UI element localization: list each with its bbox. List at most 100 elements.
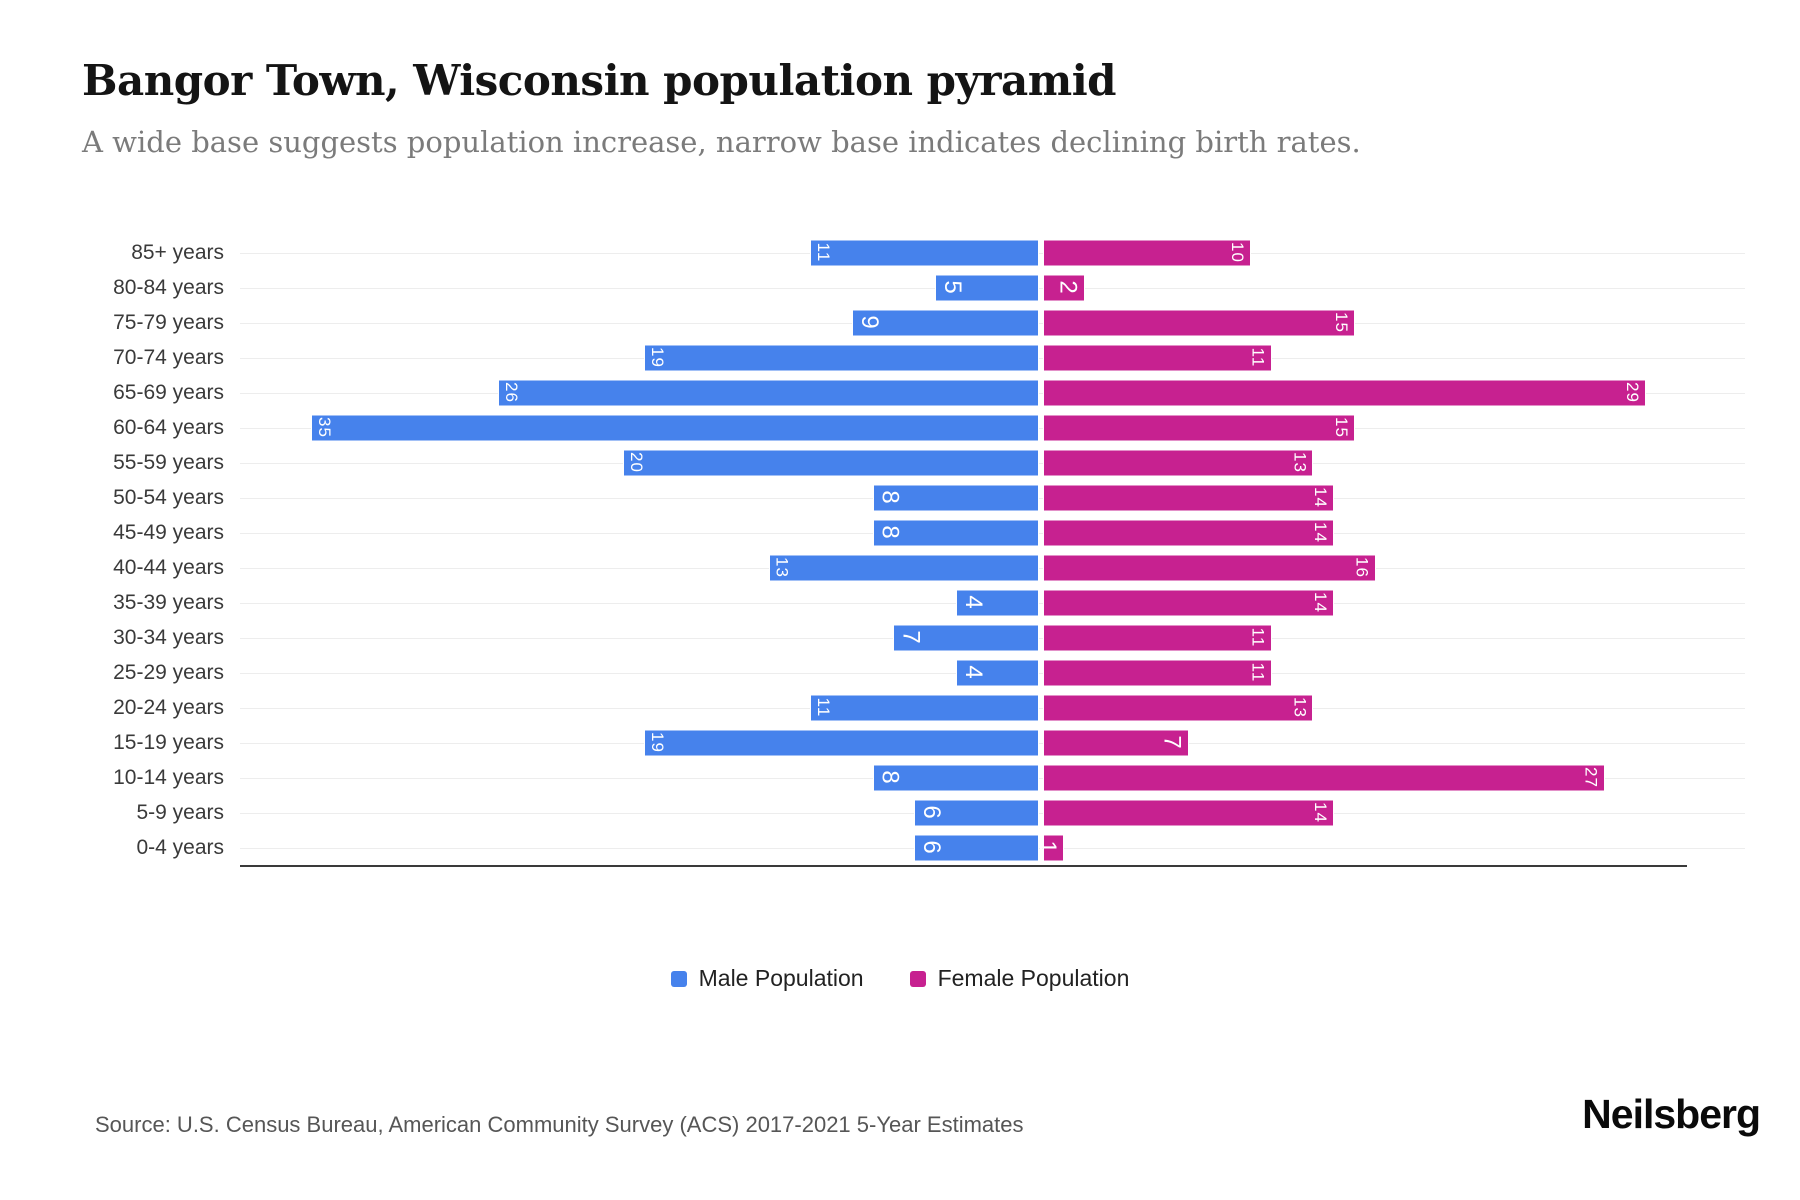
pyramid-row: 45-49 years 8 14 (62, 515, 1745, 550)
pyramid-row: 75-79 years 9 15 (62, 305, 1745, 340)
female-bar-55-59-years[interactable]: 13 (1042, 449, 1314, 476)
age-group-label: 40-44 years (113, 556, 224, 579)
male-bar-75-79-years[interactable]: 9 (851, 309, 1039, 336)
male-bar-80-84-years[interactable]: 5 (934, 274, 1039, 301)
bar-value-label: 15 (1331, 312, 1351, 333)
male-bar-85+-years[interactable]: 11 (810, 239, 1039, 266)
age-group-label: 0-4 years (136, 836, 224, 859)
male-bar-0-4-years[interactable]: 6 (914, 834, 1039, 861)
male-bar-50-54-years[interactable]: 8 (872, 484, 1039, 511)
female-bar-75-79-years[interactable]: 15 (1042, 309, 1355, 336)
male-legend-swatch-icon (670, 970, 687, 987)
bar-value-label: 11 (1248, 627, 1268, 648)
bar-value-label: 11 (1248, 347, 1268, 368)
bar-value-label: 16 (1352, 557, 1372, 578)
legend-item-male[interactable]: Male Population (670, 965, 864, 992)
male-bar-35-39-years[interactable]: 4 (955, 589, 1039, 616)
bar-value-label: 15 (1331, 417, 1351, 438)
row-plot: 20 13 (240, 445, 1745, 480)
chart-footer: Source: U.S. Census Bureau, American Com… (0, 1091, 1800, 1138)
female-bar-45-49-years[interactable]: 14 (1042, 519, 1335, 546)
bar-value-label: 14 (1311, 592, 1331, 613)
bar-value-label: 8 (876, 490, 904, 505)
female-bar-25-29-years[interactable]: 11 (1042, 659, 1272, 686)
pyramid-row: 50-54 years 8 14 (62, 480, 1745, 515)
male-bar-25-29-years[interactable]: 4 (955, 659, 1039, 686)
pyramid-row: 60-64 years 35 15 (62, 410, 1745, 445)
female-bar-20-24-years[interactable]: 13 (1042, 694, 1314, 721)
bar-value-label: 13 (772, 557, 792, 578)
male-bar-15-19-years[interactable]: 19 (643, 729, 1039, 756)
age-group-label: 65-69 years (113, 381, 224, 404)
female-bar-85+-years[interactable]: 10 (1042, 239, 1251, 266)
row-plot: 35 15 (240, 410, 1745, 445)
pyramid-row: 85+ years 11 10 (62, 235, 1745, 270)
bar-value-label: 9 (855, 315, 883, 330)
row-plot: 4 14 (240, 585, 1745, 620)
age-group-label: 25-29 years (113, 661, 224, 684)
female-bar-65-69-years[interactable]: 29 (1042, 379, 1647, 406)
page-title: Bangor Town, Wisconsin population pyrami… (82, 56, 1117, 105)
pyramid-row: 20-24 years 11 13 (62, 690, 1745, 725)
male-bar-30-34-years[interactable]: 7 (893, 624, 1039, 651)
row-plot: 8 14 (240, 480, 1745, 515)
age-group-label: 45-49 years (113, 521, 224, 544)
pyramid-row: 5-9 years 6 14 (62, 795, 1745, 830)
male-bar-70-74-years[interactable]: 19 (643, 344, 1039, 371)
bar-value-label: 14 (1311, 522, 1331, 543)
age-group-label: 20-24 years (113, 696, 224, 719)
pyramid-row: 30-34 years 7 11 (62, 620, 1745, 655)
legend-item-female[interactable]: Female Population (909, 965, 1129, 992)
female-bar-0-4-years[interactable]: 1 (1034, 834, 1064, 861)
population-pyramid-chart: 85+ years 11 10 80-84 years 5 2 75-79 years 9 15… (62, 235, 1745, 867)
bar-value-label: 14 (1311, 802, 1331, 823)
female-bar-10-14-years[interactable]: 27 (1042, 764, 1605, 791)
age-group-label: 30-34 years (113, 626, 224, 649)
age-group-label: 5-9 years (136, 801, 224, 824)
bar-value-label: 7 (1158, 735, 1186, 750)
age-group-label: 85+ years (131, 241, 224, 264)
male-bar-20-24-years[interactable]: 11 (810, 694, 1039, 721)
male-bar-45-49-years[interactable]: 8 (872, 519, 1039, 546)
bar-value-label: 35 (315, 417, 335, 438)
age-group-label: 60-64 years (113, 416, 224, 439)
age-group-label: 15-19 years (113, 731, 224, 754)
bar-value-label: 14 (1311, 487, 1331, 508)
female-bar-70-74-years[interactable]: 11 (1042, 344, 1272, 371)
male-bar-40-44-years[interactable]: 13 (768, 554, 1039, 581)
female-bar-15-19-years[interactable]: 7 (1042, 729, 1189, 756)
male-bar-5-9-years[interactable]: 6 (914, 799, 1039, 826)
female-bar-80-84-years[interactable]: 2 (1042, 274, 1085, 301)
pyramid-row: 80-84 years 5 2 (62, 270, 1745, 305)
pyramid-row: 0-4 years 6 1 (62, 830, 1745, 865)
age-group-label: 70-74 years (113, 346, 224, 369)
male-bar-60-64-years[interactable]: 35 (311, 414, 1039, 441)
male-bar-10-14-years[interactable]: 8 (872, 764, 1039, 791)
male-bar-65-69-years[interactable]: 26 (498, 379, 1039, 406)
row-plot: 9 15 (240, 305, 1745, 340)
age-group-label: 55-59 years (113, 451, 224, 474)
pyramid-row: 65-69 years 26 29 (62, 375, 1745, 410)
age-group-label: 50-54 years (113, 486, 224, 509)
bar-value-label: 4 (959, 665, 987, 680)
page-subtitle: A wide base suggests population increase… (82, 125, 1361, 159)
bar-value-label: 13 (1290, 697, 1310, 718)
bar-value-label: 19 (647, 732, 667, 753)
age-group-label: 10-14 years (113, 766, 224, 789)
chart-plot-area: 85+ years 11 10 80-84 years 5 2 75-79 years 9 15… (62, 235, 1745, 865)
row-plot: 11 13 (240, 690, 1745, 725)
row-plot: 7 11 (240, 620, 1745, 655)
bar-value-label: 8 (876, 525, 904, 540)
age-group-label: 80-84 years (113, 276, 224, 299)
male-bar-55-59-years[interactable]: 20 (623, 449, 1039, 476)
bar-value-label: 1 (1033, 840, 1061, 855)
female-bar-60-64-years[interactable]: 15 (1042, 414, 1355, 441)
female-bar-30-34-years[interactable]: 11 (1042, 624, 1272, 651)
female-bar-35-39-years[interactable]: 14 (1042, 589, 1335, 616)
female-bar-5-9-years[interactable]: 14 (1042, 799, 1335, 826)
female-bar-40-44-years[interactable]: 16 (1042, 554, 1376, 581)
row-plot: 8 14 (240, 515, 1745, 550)
female-bar-50-54-years[interactable]: 14 (1042, 484, 1335, 511)
bar-value-label: 19 (647, 347, 667, 368)
